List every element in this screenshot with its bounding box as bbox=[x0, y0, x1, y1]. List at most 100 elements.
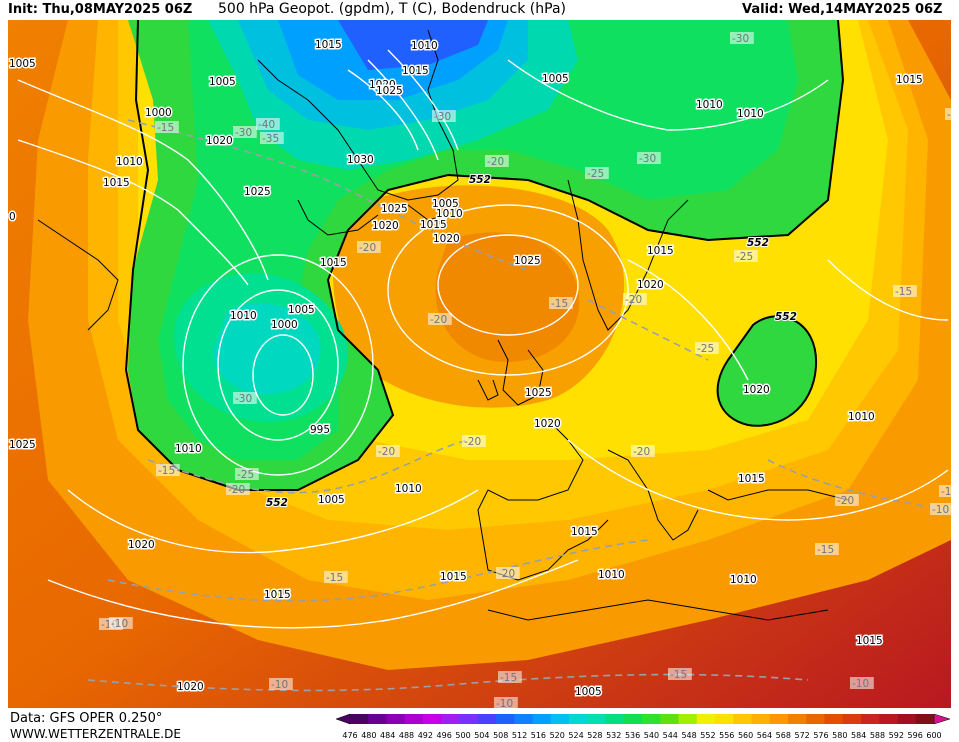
weather-map: 1005 1015 1010 1015 1005 1020 1025 1005 1000 1020… bbox=[8, 20, 951, 708]
temperature-label-box bbox=[496, 567, 520, 579]
pressure-label: 1015 bbox=[102, 176, 132, 191]
colorbar-swatch bbox=[788, 714, 807, 724]
isobar-1025-high bbox=[437, 234, 579, 336]
pressure-label: 1020 bbox=[432, 232, 462, 247]
temperature-label: -25 bbox=[734, 250, 758, 263]
temperature-label-text: -10 bbox=[111, 618, 128, 630]
colorbar-swatch bbox=[605, 714, 625, 724]
temperature-label-text: -15 bbox=[670, 669, 687, 681]
pressure-label: 1015 bbox=[737, 472, 767, 487]
isobar-greenland-3 bbox=[387, 49, 459, 151]
temperature-label-text: -15 bbox=[817, 544, 834, 556]
colorbar-tick-label: 564 bbox=[757, 731, 772, 740]
temperature-label-box bbox=[623, 293, 647, 305]
temperature-label-text: -20 bbox=[633, 446, 650, 458]
pressure-label: 1005 bbox=[431, 197, 461, 212]
pressure-label-text: 1015 bbox=[315, 39, 342, 51]
pressure-label-text: 1015 bbox=[856, 635, 883, 647]
temperature-label: -20 bbox=[376, 445, 400, 458]
pressure-label: 1020 bbox=[176, 680, 206, 695]
colorbar-tick-label: 504 bbox=[474, 731, 489, 740]
geopotential-label: 552 bbox=[265, 496, 289, 510]
pressure-label: 1010 bbox=[736, 107, 766, 122]
pressure-label-text: 1005 bbox=[318, 494, 345, 506]
geopotential-label: 552 bbox=[774, 310, 798, 324]
colorbar-tick-label: 484 bbox=[380, 731, 395, 740]
chart-header: Init: Thu,08MAY2025 06Z 500 hPa Geopot. … bbox=[0, 0, 959, 20]
isobar-1020-high bbox=[387, 204, 629, 376]
colorbar-tick-label: 528 bbox=[587, 731, 602, 740]
temperature-label: -35 bbox=[260, 132, 284, 145]
temperature-label-box bbox=[260, 132, 284, 144]
colorbar-tick-label: 572 bbox=[794, 731, 809, 740]
temperature-label-text: -20 bbox=[430, 314, 447, 326]
pressure-label-text: 0 bbox=[9, 211, 16, 223]
temperature-label-box bbox=[233, 392, 257, 404]
pressure-label-text: 1020 bbox=[637, 279, 664, 291]
temperature-label-box bbox=[494, 697, 518, 708]
black-sea-coast bbox=[707, 489, 849, 501]
temperature-label-box bbox=[233, 126, 257, 138]
pressure-label: 1005 bbox=[208, 75, 238, 90]
temperature-label-text: -20 bbox=[378, 446, 395, 458]
temperature-label-box bbox=[734, 250, 758, 262]
pressure-label: 1010 bbox=[115, 155, 145, 170]
pressure-label-text: 1005 bbox=[432, 198, 459, 210]
chart-footer: Data: GFS OPER 0.250° WWW.WETTERZENTRALE… bbox=[0, 708, 959, 741]
isobar-west-1 bbox=[17, 79, 269, 281]
pressure-label: 1005 bbox=[541, 72, 571, 87]
temperature-label-box bbox=[730, 32, 754, 44]
pressure-label: 1005 bbox=[287, 303, 317, 318]
temperature-label-text: -30 bbox=[639, 153, 656, 165]
pressure-label-text: 1015 bbox=[896, 74, 923, 86]
pressure-label: 1015 bbox=[401, 64, 431, 79]
colorbar-swatch bbox=[496, 714, 515, 724]
temperature-label-text: -15 bbox=[500, 672, 517, 684]
pressure-label-text: 1025 bbox=[376, 85, 403, 97]
colorbar-tick-label: 540 bbox=[644, 731, 659, 740]
temperature-label-text: -25 bbox=[587, 168, 604, 180]
colorbar-tick-label: 544 bbox=[663, 731, 678, 740]
geopotential-label: 552 bbox=[746, 236, 770, 250]
pressure-label-text: 1015 bbox=[738, 473, 765, 485]
temperature-label-text: -30 bbox=[235, 393, 252, 405]
pressure-label-text: 1010 bbox=[848, 411, 875, 423]
temperature-label-text: -10 bbox=[271, 679, 288, 691]
temperature-label-box bbox=[462, 435, 486, 447]
pressure-label: 1015 bbox=[646, 244, 676, 259]
temperature-label: -10 bbox=[494, 697, 518, 708]
temperature-label: -15 bbox=[155, 121, 179, 134]
temperature-label-text: -10 bbox=[947, 109, 951, 121]
colorbar-swatch bbox=[806, 714, 825, 724]
temperature-label-text: -20 bbox=[359, 242, 376, 254]
pressure-label-text: 1010 bbox=[230, 310, 257, 322]
temperature-label-text: -10 bbox=[932, 504, 949, 516]
atlantic-low-core bbox=[213, 303, 321, 395]
pressure-label: 1015 bbox=[314, 38, 344, 53]
colorbar-swatch bbox=[532, 714, 552, 724]
pressure-label: 995 bbox=[309, 423, 332, 438]
colorbar-swatch bbox=[861, 714, 880, 724]
temperature-label-box bbox=[695, 342, 719, 354]
pressure-label: 1010 bbox=[729, 573, 759, 588]
colorbar-tick-label: 560 bbox=[738, 731, 753, 740]
pressure-label-text: 1020 bbox=[128, 539, 155, 551]
isobar-1000 bbox=[217, 289, 339, 441]
temperature-label-box bbox=[631, 445, 655, 457]
colorbar-tick-label: 500 bbox=[455, 731, 470, 740]
pressure-label-text: 1010 bbox=[395, 483, 422, 495]
pressure-label-text: 1015 bbox=[440, 571, 467, 583]
temperature-label-text: -25 bbox=[697, 343, 714, 355]
pressure-label-text: 1010 bbox=[116, 156, 143, 168]
pressure-label-text: 1010 bbox=[411, 40, 438, 52]
colorbar-swatch bbox=[569, 714, 588, 724]
temperature-label: -20 bbox=[485, 155, 509, 168]
pressure-label: 1015 bbox=[319, 256, 349, 271]
website-label: WWW.WETTERZENTRALE.DE bbox=[10, 727, 181, 741]
temperature-label-text: -10 bbox=[852, 678, 869, 690]
temperature-label: -15 bbox=[939, 485, 951, 498]
colorbar-swatch bbox=[751, 714, 771, 724]
pressure-label: 1030 bbox=[346, 153, 376, 168]
temperature-label-box bbox=[324, 571, 348, 583]
colorbar-tick-label: 548 bbox=[681, 731, 696, 740]
